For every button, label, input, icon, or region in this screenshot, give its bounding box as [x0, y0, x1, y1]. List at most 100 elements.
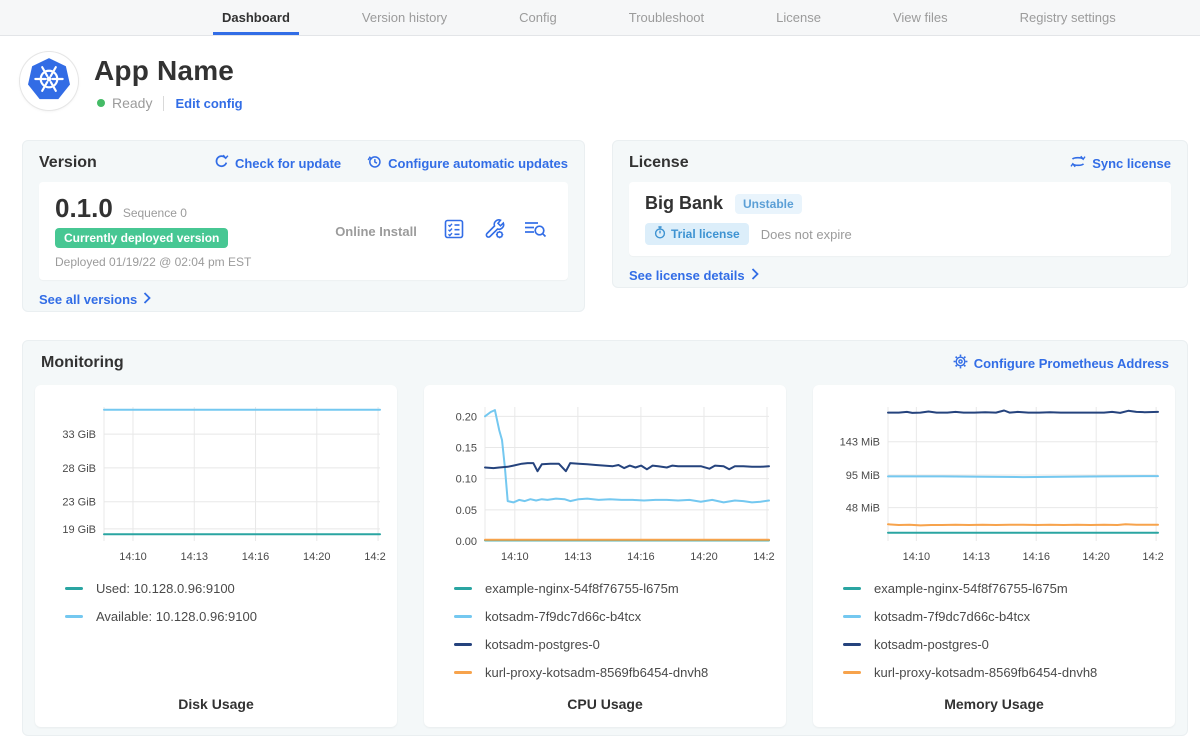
svg-text:14:23: 14:23: [364, 551, 386, 563]
expiration-label: Does not expire: [760, 226, 852, 242]
svg-text:0.05: 0.05: [456, 505, 477, 517]
divider: [163, 95, 165, 111]
legend-label: kurl-proxy-kotsadm-8569fb6454-dnvh8: [874, 665, 1098, 680]
legend-item: kurl-proxy-kotsadm-8569fb6454-dnvh8: [843, 665, 1165, 680]
license-card-title: License: [629, 154, 689, 171]
see-license-details-link[interactable]: See license details: [629, 268, 759, 283]
legend-label: kotsadm-postgres-0: [485, 637, 600, 652]
stopwatch-icon: [654, 226, 666, 242]
legend-label: kurl-proxy-kotsadm-8569fb6454-dnvh8: [485, 665, 709, 680]
tab-config[interactable]: Config: [519, 10, 557, 25]
tab-version-history[interactable]: Version history: [361, 10, 448, 25]
svg-text:14:13: 14:13: [180, 551, 208, 563]
legend-swatch: [843, 671, 861, 674]
svg-text:14:10: 14:10: [903, 551, 931, 563]
license-card: License Sync license Big Bank Unstable: [612, 140, 1188, 288]
legend-label: example-nginx-54f8f76755-l675m: [874, 581, 1068, 596]
see-all-versions-link[interactable]: See all versions: [39, 292, 152, 307]
see-all-versions-label: See all versions: [39, 292, 138, 307]
svg-text:14:20: 14:20: [303, 551, 331, 563]
svg-text:28 GiB: 28 GiB: [62, 463, 96, 475]
svg-text:143 MiB: 143 MiB: [840, 437, 880, 449]
svg-text:0.15: 0.15: [456, 443, 477, 455]
legend-swatch: [454, 587, 472, 590]
legend-swatch: [843, 587, 861, 590]
svg-text:23 GiB: 23 GiB: [62, 497, 96, 509]
view-logs-icon[interactable]: [522, 217, 548, 246]
sync-license-button[interactable]: Sync license: [1070, 154, 1171, 172]
svg-text:14:13: 14:13: [963, 551, 991, 563]
svg-text:14:16: 14:16: [1022, 551, 1050, 563]
legend-swatch: [843, 615, 861, 618]
license-details-panel: Big Bank Unstable Trial license Does not…: [629, 182, 1171, 256]
svg-text:95 MiB: 95 MiB: [846, 470, 880, 482]
memory-usage-chart: 14:10 14:13 14:16 14:20 14:23 143 MiB 95 MiB 48…: [840, 407, 1164, 563]
svg-text:33 GiB: 33 GiB: [62, 429, 96, 441]
monitoring-card: Monitoring Configure Prometheus Address: [22, 340, 1188, 736]
legend-item: kotsadm-postgres-0: [454, 637, 776, 652]
svg-text:14:23: 14:23: [753, 551, 775, 563]
scheduled-update-icon: [367, 154, 382, 172]
monitoring-title: Monitoring: [41, 354, 124, 371]
legend-label: example-nginx-54f8f76755-l675m: [485, 581, 679, 596]
svg-text:14:23: 14:23: [1142, 551, 1164, 563]
legend-item: example-nginx-54f8f76755-l675m: [843, 581, 1165, 596]
sync-license-label: Sync license: [1092, 155, 1171, 171]
configure-prometheus-label: Configure Prometheus Address: [973, 355, 1169, 371]
channel-badge: Unstable: [735, 193, 802, 214]
disk-usage-chart: 14:10 14:13 14:16 14:20 14:23 33 GiB 28 GiB 23 …: [62, 407, 386, 563]
legend-swatch: [454, 671, 472, 674]
license-assignee: Big Bank: [645, 193, 724, 213]
top-navigation: Dashboard Version history Config Trouble…: [0, 0, 1200, 36]
tab-dashboard[interactable]: Dashboard: [213, 0, 299, 35]
legend-label: kotsadm-7f9dc7d66c-b4tcx: [485, 609, 642, 624]
version-card-title: Version: [39, 154, 97, 171]
tab-troubleshoot[interactable]: Troubleshoot: [628, 10, 705, 25]
refresh-icon: [214, 154, 229, 172]
ready-status-dot: [97, 99, 105, 107]
legend-swatch: [65, 587, 83, 590]
trial-license-badge: Trial license: [645, 223, 749, 245]
app-status-row: Ready Edit config: [97, 95, 243, 111]
tab-view-files[interactable]: View files: [892, 10, 948, 25]
configure-automatic-updates-button[interactable]: Configure automatic updates: [367, 154, 568, 172]
tab-license[interactable]: License: [776, 10, 821, 25]
legend-label: Available: 10.128.0.96:9100: [96, 609, 257, 624]
kubernetes-icon: [26, 56, 72, 107]
legend-item: Available: 10.128.0.96:9100: [65, 609, 387, 624]
configure-prometheus-button[interactable]: Configure Prometheus Address: [953, 354, 1169, 372]
config-wrench-icon[interactable]: [482, 217, 506, 246]
app-logo: [20, 52, 78, 110]
edit-config-link[interactable]: Edit config: [175, 95, 243, 111]
version-card: Version Check for update: [22, 140, 585, 312]
configure-automatic-updates-label: Configure automatic updates: [388, 155, 568, 171]
svg-text:0.20: 0.20: [456, 411, 477, 423]
svg-text:14:16: 14:16: [627, 551, 655, 563]
svg-text:0.00: 0.00: [456, 536, 477, 548]
legend-label: kotsadm-7f9dc7d66c-b4tcx: [874, 609, 1031, 624]
check-for-update-label: Check for update: [234, 155, 342, 171]
check-for-update-button[interactable]: Check for update: [214, 154, 341, 172]
legend-swatch: [65, 615, 83, 618]
deployed-timestamp: Deployed 01/19/22 @ 02:04 pm EST: [55, 255, 252, 269]
install-type-label: Online Install: [335, 223, 417, 239]
status-label: Ready: [112, 95, 153, 111]
page-title: App Name: [94, 55, 235, 86]
gear-icon: [953, 354, 968, 372]
memory-usage-chart-card: 14:10 14:13 14:16 14:20 14:23 143 MiB 95 MiB 48…: [813, 385, 1175, 727]
tab-registry-settings[interactable]: Registry settings: [1019, 10, 1116, 25]
svg-text:48 MiB: 48 MiB: [846, 503, 880, 515]
preflight-checks-icon[interactable]: [442, 217, 466, 246]
svg-text:14:10: 14:10: [501, 551, 529, 563]
legend-label: Used: 10.128.0.96:9100: [96, 581, 235, 596]
cpu-usage-chart: 14:10 14:13 14:16 14:20 14:23 0.20 0.15 0.10 0.0…: [456, 407, 775, 563]
current-version-panel: 0.1.0 Sequence 0 Currently deployed vers…: [39, 182, 568, 280]
legend-item: kurl-proxy-kotsadm-8569fb6454-dnvh8: [454, 665, 776, 680]
legend-swatch: [454, 615, 472, 618]
disk-usage-title: Disk Usage: [178, 696, 254, 712]
legend-item: example-nginx-54f8f76755-l675m: [454, 581, 776, 596]
see-license-details-label: See license details: [629, 268, 745, 283]
svg-text:14:20: 14:20: [1082, 551, 1110, 563]
cpu-usage-legend: example-nginx-54f8f76755-l675m kotsadm-7f…: [424, 581, 786, 680]
svg-text:14:10: 14:10: [119, 551, 147, 563]
